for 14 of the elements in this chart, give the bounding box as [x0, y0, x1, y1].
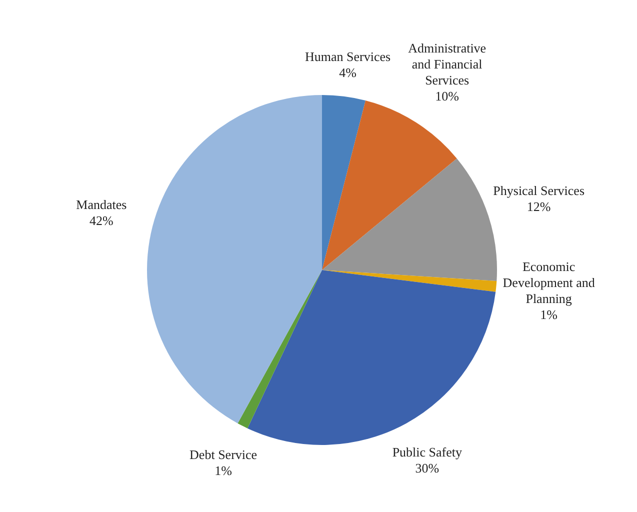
slice-label: Debt Service	[190, 447, 258, 462]
data-label: 10%	[435, 88, 460, 104]
slice-label: Economic Development and Planning	[502, 258, 596, 306]
data-label: 42%	[90, 212, 114, 228]
slice-label: Mandates	[76, 196, 127, 212]
data-label: 4%	[339, 65, 357, 80]
slice-label: Administrative and Financial Services	[408, 40, 486, 88]
slice-label: Human Services	[305, 49, 391, 64]
data-label: 12%	[526, 198, 551, 214]
slice-label: Physical Services	[493, 182, 584, 198]
data-label: 1%	[214, 463, 232, 478]
data-label: 30%	[415, 460, 440, 476]
slice-label: Public Safety	[392, 444, 463, 460]
data-label: 1%	[540, 306, 558, 322]
